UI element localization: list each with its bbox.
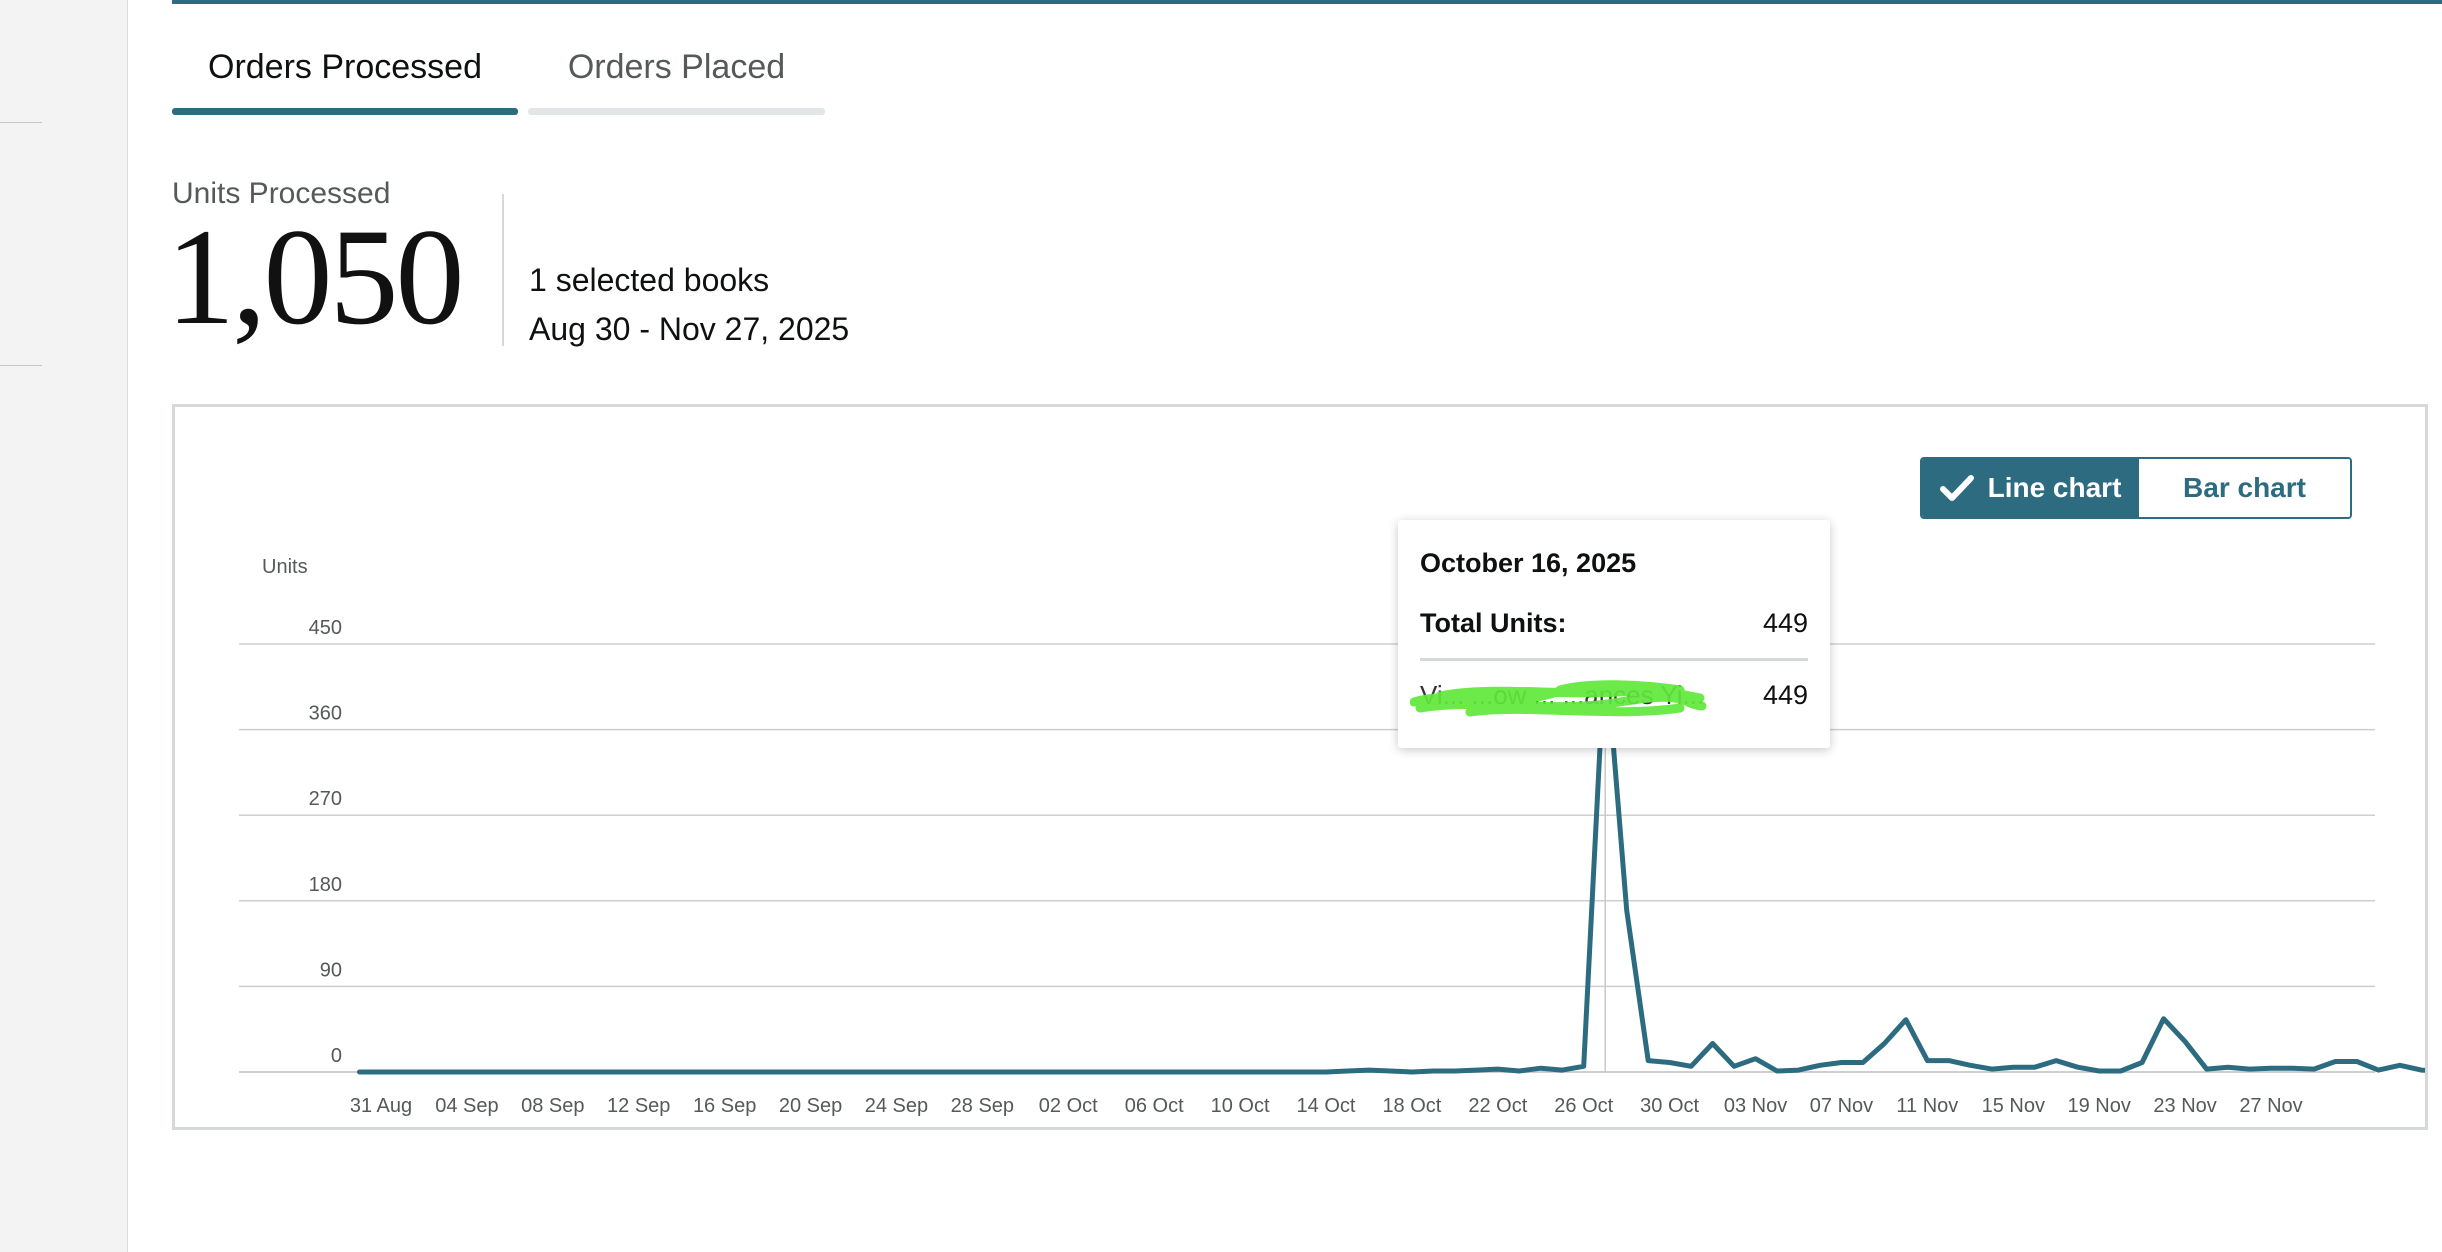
section-top-rule bbox=[172, 0, 2442, 4]
tab-orders-processed[interactable]: Orders Processed bbox=[172, 48, 518, 88]
x-tick-label: 02 Oct bbox=[1039, 1095, 1098, 1117]
x-tick-label: 12 Sep bbox=[607, 1095, 670, 1117]
units-processed-label: Units Processed bbox=[172, 177, 391, 210]
checkmark-icon bbox=[1939, 475, 1974, 501]
x-tick-label: 11 Nov bbox=[1896, 1095, 1958, 1117]
x-tick-label: 07 Nov bbox=[1810, 1095, 1873, 1117]
x-tick-label: 31 Aug bbox=[350, 1095, 412, 1117]
y-tick-label: 360 bbox=[309, 703, 342, 725]
x-tick-label: 27 Nov bbox=[2239, 1095, 2302, 1117]
x-tick-label: 19 Nov bbox=[2067, 1095, 2130, 1117]
y-tick-label: 180 bbox=[309, 874, 342, 896]
y-tick-label: 90 bbox=[320, 959, 342, 981]
tab-label: Orders Placed bbox=[567, 48, 786, 86]
left-sidebar bbox=[0, 0, 128, 1252]
tooltip-total-label: Total Units: bbox=[1420, 608, 1567, 638]
x-tick-label: 18 Oct bbox=[1382, 1095, 1441, 1117]
x-tick-label: 15 Nov bbox=[1982, 1095, 2045, 1117]
x-tick-label: 14 Oct bbox=[1297, 1095, 1356, 1117]
x-tick-label: 03 Nov bbox=[1724, 1095, 1787, 1117]
series-line bbox=[357, 642, 2425, 1075]
bar-chart-label: Bar chart bbox=[2183, 472, 2306, 503]
x-tick-label: 20 Sep bbox=[779, 1095, 842, 1117]
y-axis-title: Units bbox=[262, 556, 308, 578]
x-tick-label: 06 Oct bbox=[1125, 1095, 1184, 1117]
units-processed-value: 1,050 bbox=[166, 200, 464, 353]
tab-inactive-indicator bbox=[528, 108, 825, 115]
line-chart-button[interactable]: Line chart bbox=[1922, 459, 2139, 517]
line-chart-label: Line chart bbox=[1987, 472, 2122, 503]
date-range: Aug 30 - Nov 27, 2025 bbox=[529, 311, 850, 347]
y-tick-label: 0 bbox=[331, 1045, 342, 1067]
x-tick-label: 08 Sep bbox=[521, 1095, 584, 1117]
x-tick-label: 04 Sep bbox=[435, 1095, 498, 1117]
tooltip-total-value: 449 bbox=[1762, 608, 1808, 638]
x-tick-label: 30 Oct bbox=[1640, 1095, 1699, 1117]
y-tick-label: 450 bbox=[309, 617, 342, 639]
tab-orders-placed[interactable]: Orders Placed bbox=[528, 48, 825, 88]
x-tick-label: 23 Nov bbox=[2153, 1095, 2216, 1117]
tooltip-separator bbox=[1420, 658, 1808, 661]
selected-books-count: 1 selected books bbox=[529, 262, 770, 298]
chart-card: Units 450 360 270 180 90 0 31 Aug 04 Sep 08 Sep 12… bbox=[172, 404, 2428, 1130]
tooltip-date: October 16, 2025 bbox=[1420, 548, 1637, 578]
x-tick-label: 26 Oct bbox=[1554, 1095, 1613, 1117]
x-tick-label: 22 Oct bbox=[1468, 1095, 1527, 1117]
x-tick-label: 28 Sep bbox=[951, 1095, 1014, 1117]
y-tick-label: 270 bbox=[309, 788, 342, 810]
units-line-chart: Units 450 360 270 180 90 0 31 Aug 04 Sep 08 Sep 12… bbox=[239, 556, 2425, 1117]
sidebar-divider bbox=[0, 365, 42, 366]
x-tick-label: 16 Sep bbox=[693, 1095, 756, 1117]
chart-type-toggle: Line chart Bar chart bbox=[1920, 457, 2352, 519]
redaction-scribble bbox=[1410, 680, 1707, 717]
tab-active-indicator bbox=[172, 108, 518, 115]
x-tick-label: 10 Oct bbox=[1211, 1095, 1270, 1117]
tooltip-book-value: 449 bbox=[1762, 680, 1808, 710]
tab-label: Orders Processed bbox=[208, 48, 482, 86]
metric-divider bbox=[502, 194, 504, 346]
sidebar-divider bbox=[0, 122, 42, 123]
x-tick-label: 24 Sep bbox=[865, 1095, 928, 1117]
chart-tooltip: October 16, 2025 Total Units: 449 Vi... … bbox=[1398, 520, 1830, 748]
bar-chart-button[interactable]: Bar chart bbox=[2139, 459, 2350, 517]
